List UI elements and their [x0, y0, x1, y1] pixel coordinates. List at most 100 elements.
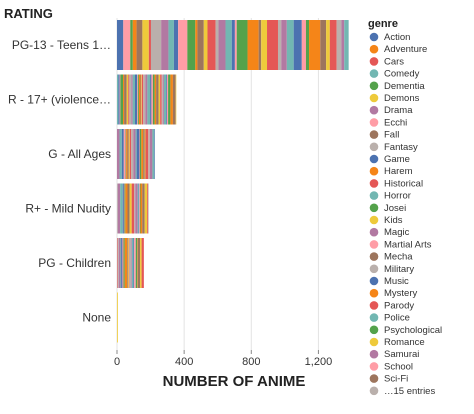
- legend-swatch: [369, 337, 379, 347]
- legend: genre ActionAdventureCarsComedyDementiaD…: [368, 18, 442, 397]
- bar-segment: [148, 20, 151, 70]
- bar-segment: [120, 74, 124, 125]
- bar-segment: [168, 74, 171, 125]
- bar-segment: [225, 20, 232, 70]
- bar-segment: [133, 238, 135, 288]
- legend-label: Adventure: [384, 44, 427, 55]
- bar-segment: [139, 183, 141, 234]
- bar-segment: [130, 20, 133, 70]
- bar-segment: [142, 183, 145, 234]
- bar-segment: [142, 20, 149, 70]
- bar-segment: [131, 183, 135, 234]
- legend-swatch: [369, 215, 379, 225]
- bar-segment: [120, 238, 122, 288]
- legend-swatch: [369, 57, 379, 66]
- bar-segment: [126, 74, 129, 125]
- legend-label: Kids: [384, 215, 403, 226]
- bar-segment: [124, 74, 127, 125]
- x-tick-label: 1,200: [305, 356, 333, 368]
- legend-swatch: [369, 313, 379, 322]
- bar-segment: [158, 74, 161, 125]
- bar-segment: [161, 74, 163, 125]
- bar-segment: [128, 74, 130, 125]
- bar-segment: [139, 129, 141, 179]
- bar-segment: [141, 129, 144, 179]
- bar-segment: [143, 129, 145, 179]
- bar-segment: [160, 74, 162, 125]
- bar-segment: [137, 238, 138, 288]
- bar-segment: [129, 238, 132, 288]
- bar-segment: [175, 74, 177, 125]
- legend-label: Josei: [384, 203, 406, 214]
- bar-segment: [137, 74, 138, 125]
- bar-segment: [145, 129, 149, 179]
- bar-segment: [173, 20, 179, 70]
- bar-segment: [293, 20, 302, 70]
- bar-stack: [117, 292, 118, 343]
- bar-segment: [131, 74, 133, 125]
- bar-segment: [326, 20, 330, 70]
- bar-segment: [132, 74, 135, 125]
- bar-segment: [122, 238, 124, 288]
- bar-segment: [137, 238, 141, 288]
- y-tick-label: PG - Children: [38, 256, 111, 270]
- legend-swatch: [369, 191, 379, 200]
- bar-segment: [117, 74, 119, 125]
- y-axis-title: RATING: [4, 6, 53, 21]
- bar-segment: [137, 183, 139, 234]
- bar-segment: [125, 129, 127, 179]
- bar-segment: [135, 238, 138, 288]
- bar-segment: [195, 20, 198, 70]
- bar-segment: [320, 20, 327, 70]
- bar-segment: [215, 20, 219, 70]
- legend-label: Dementia: [384, 81, 425, 92]
- bar-segment: [127, 183, 130, 234]
- bar-segment: [277, 20, 282, 70]
- bar-segment: [149, 129, 153, 179]
- bar-segment: [148, 129, 150, 179]
- bar-segment: [123, 20, 131, 70]
- legend-swatch: [369, 301, 379, 310]
- legend-label: Fall: [384, 130, 399, 141]
- y-tick-label: R - 17+ (violence…: [8, 93, 111, 107]
- legend-label: Samurai: [384, 349, 419, 360]
- legend-label: Fantasy: [384, 142, 418, 153]
- bar-segment: [117, 20, 124, 70]
- legend-swatch: [369, 288, 379, 298]
- legend-swatch: [369, 130, 379, 139]
- bar-segment: [151, 74, 153, 125]
- bar-segment: [147, 74, 151, 125]
- bar-segment: [305, 20, 310, 70]
- bar-segment: [134, 238, 136, 288]
- legend-swatch: [369, 93, 379, 103]
- bar-segment: [150, 74, 152, 125]
- bar-segment: [203, 20, 208, 70]
- bar-segment: [187, 20, 196, 70]
- legend-swatch: [369, 264, 379, 274]
- bar-segment: [127, 129, 129, 179]
- bar-segment: [127, 238, 129, 288]
- bar-segment: [162, 74, 164, 125]
- bar-segment: [336, 20, 342, 70]
- bar-segment: [117, 183, 121, 234]
- legend-label: Demons: [384, 93, 420, 104]
- legend-label: Military: [384, 264, 414, 275]
- y-tick-label: R+ - Mild Nudity: [25, 202, 111, 216]
- bar-segment: [117, 238, 118, 288]
- bar-segment: [140, 183, 143, 234]
- bar-segment: [123, 74, 125, 125]
- legend-swatch: [369, 69, 379, 78]
- legend-swatch: [369, 166, 379, 176]
- legend-swatch: [369, 118, 379, 127]
- bar-segment: [136, 129, 140, 179]
- bar-segment: [135, 129, 137, 179]
- bar-segment: [231, 20, 235, 70]
- legend-swatch: [369, 32, 379, 42]
- bar-segment: [135, 183, 138, 234]
- bar-segment: [124, 238, 128, 288]
- bars: [117, 20, 349, 343]
- bar-segment: [123, 129, 126, 179]
- bar-segment: [134, 74, 138, 125]
- legend-swatch: [369, 44, 379, 54]
- bar-segment: [178, 20, 188, 70]
